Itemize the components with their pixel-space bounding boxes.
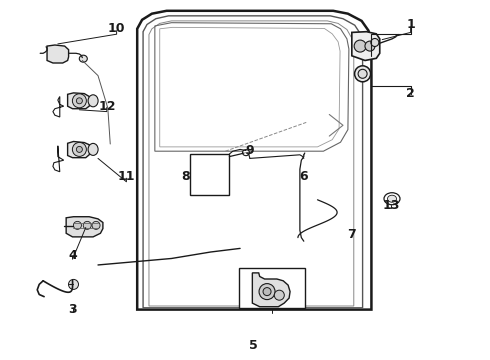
Circle shape [365, 41, 375, 51]
Ellipse shape [243, 150, 249, 156]
Text: 4: 4 [68, 249, 77, 262]
Circle shape [354, 40, 366, 52]
Circle shape [371, 39, 379, 46]
Circle shape [259, 284, 275, 300]
Circle shape [74, 221, 81, 229]
Text: 12: 12 [98, 100, 116, 113]
Text: 5: 5 [249, 339, 258, 352]
Ellipse shape [388, 195, 396, 202]
Polygon shape [66, 217, 103, 237]
Circle shape [92, 221, 100, 229]
Polygon shape [47, 45, 69, 63]
Circle shape [69, 279, 78, 289]
Circle shape [73, 94, 86, 108]
Text: 13: 13 [382, 199, 400, 212]
Text: 9: 9 [245, 144, 254, 157]
Polygon shape [68, 141, 91, 158]
Text: 11: 11 [118, 170, 135, 183]
Ellipse shape [384, 193, 400, 205]
Circle shape [76, 98, 82, 104]
Ellipse shape [79, 55, 87, 62]
Polygon shape [252, 273, 290, 307]
Text: 1: 1 [406, 18, 415, 31]
Polygon shape [68, 93, 91, 109]
Ellipse shape [355, 66, 370, 82]
Circle shape [76, 147, 82, 152]
Circle shape [73, 143, 86, 156]
Circle shape [263, 288, 271, 296]
Text: 10: 10 [108, 22, 125, 35]
Text: 2: 2 [406, 87, 415, 100]
Circle shape [274, 290, 284, 300]
Text: 6: 6 [299, 170, 308, 183]
Text: 7: 7 [347, 228, 356, 240]
Ellipse shape [88, 143, 98, 156]
Circle shape [83, 221, 91, 229]
Text: 8: 8 [181, 170, 190, 183]
Ellipse shape [358, 69, 367, 78]
Ellipse shape [88, 95, 98, 107]
Polygon shape [352, 32, 380, 60]
Bar [190, 154, 229, 195]
Text: 3: 3 [68, 303, 77, 316]
Bar [239, 268, 305, 308]
